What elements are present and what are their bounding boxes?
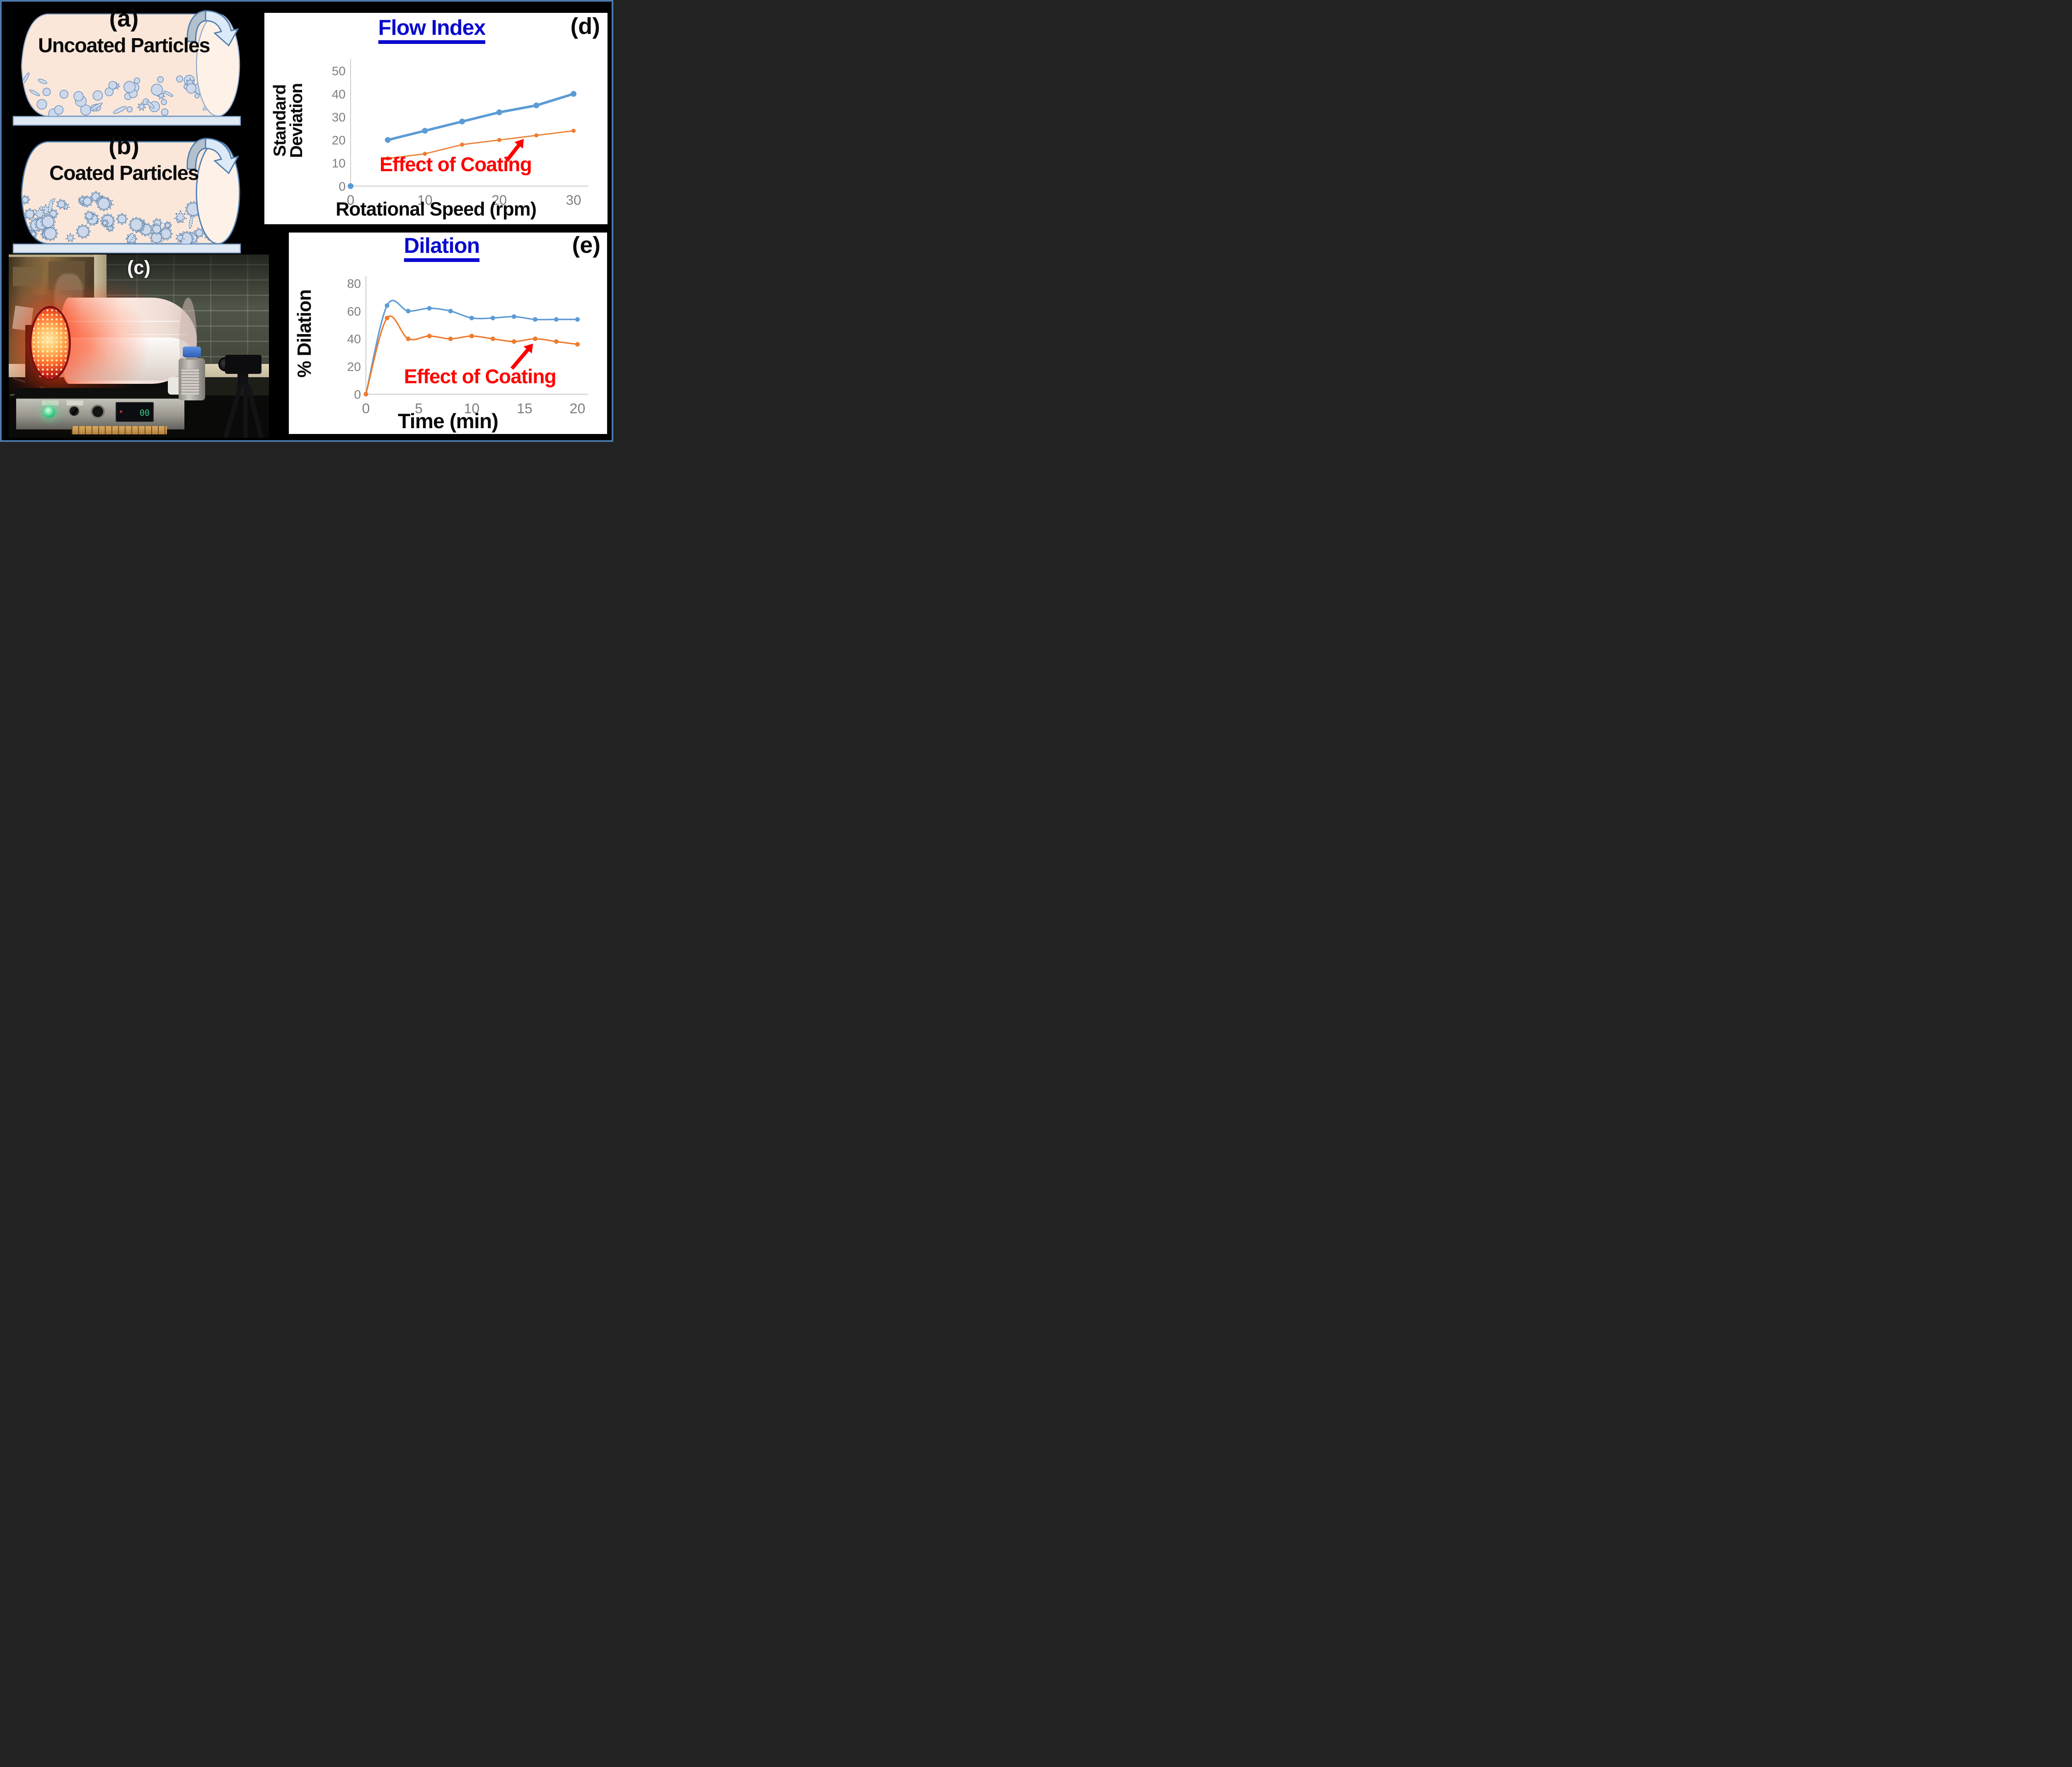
panel-c-label: (c) xyxy=(127,257,151,278)
panel-coated-drum: (b) Coated Particles xyxy=(7,133,241,255)
dilation-plot: 0 20 40 60 80 0 5 10 15 20 Effect of Coating xyxy=(347,276,588,413)
series-2 xyxy=(385,128,576,161)
svg-text:0: 0 xyxy=(347,192,354,206)
coated-drum-illustration xyxy=(12,138,241,254)
panel-photo-apparatus: 00 (c) xyxy=(9,255,269,438)
svg-text:0: 0 xyxy=(362,401,370,413)
led-lamp xyxy=(29,306,71,381)
reflected-box xyxy=(13,267,42,286)
flow-index-plot: 0 10 20 30 40 50 0 10 20 30 Effect of Coating xyxy=(332,59,588,206)
rotation-arrow-icon xyxy=(186,10,239,47)
svg-text:40: 40 xyxy=(347,332,361,346)
x-axis-title-dilation: Time (min) xyxy=(398,410,499,433)
figure: (a) Uncoated Particles (b) Coated Partic… xyxy=(0,0,613,442)
svg-text:0: 0 xyxy=(354,388,361,402)
button-plate xyxy=(67,400,83,405)
svg-text:15: 15 xyxy=(517,401,533,413)
uncoated-drum-illustration xyxy=(12,10,241,126)
svg-text:0: 0 xyxy=(339,180,346,194)
toggle-switch xyxy=(68,405,80,417)
series-1 xyxy=(363,315,580,397)
svg-text:20: 20 xyxy=(347,360,361,374)
drum-body xyxy=(21,13,219,117)
bottle-neck xyxy=(186,356,198,360)
panel-d-label: (d) xyxy=(570,13,600,39)
panel-dilation-chart: Dilation (e) % Dilation 0 20 40 60 80 0 5 10 15 2… xyxy=(289,233,607,434)
svg-text:20: 20 xyxy=(332,134,346,148)
svg-text:20: 20 xyxy=(491,192,507,206)
display-indicator-dot xyxy=(120,410,122,413)
svg-text:60: 60 xyxy=(347,305,361,318)
wooden-ruler xyxy=(72,426,167,434)
display-reading: 00 xyxy=(139,408,150,418)
annotation-text: Effect of Coating xyxy=(380,154,532,176)
svg-text:10: 10 xyxy=(332,157,346,170)
rotation-arrow-icon xyxy=(186,138,239,175)
panel-b-title: Coated Particles xyxy=(49,162,199,184)
panel-uncoated-drum: (a) Uncoated Particles xyxy=(7,6,241,127)
axes xyxy=(366,276,588,395)
speed-knob xyxy=(91,405,105,419)
panel-flow-index-chart: Flow Index (d) Standard Deviation 0 10 20 3… xyxy=(264,13,608,224)
svg-text:80: 80 xyxy=(347,277,361,291)
svg-text:5: 5 xyxy=(415,401,423,413)
button-plate xyxy=(42,400,58,405)
green-power-button xyxy=(44,406,55,418)
series-1 xyxy=(385,91,577,143)
drum-platform xyxy=(12,243,241,254)
powder-bottle xyxy=(179,358,205,400)
x-axis-title-flow-index: Rotational Speed (rpm) xyxy=(335,198,537,220)
annotation-text: Effect of Coating xyxy=(404,366,556,388)
series-0 xyxy=(348,183,353,189)
drum-platform xyxy=(12,116,241,126)
chart-title-flow-index: Flow Index xyxy=(318,17,545,44)
panel-e-label: (e) xyxy=(572,232,600,258)
svg-text:50: 50 xyxy=(332,65,346,78)
axes xyxy=(350,59,588,187)
annotation-arrow xyxy=(510,344,533,370)
camera-body xyxy=(225,355,261,374)
tick-labels: 0 10 20 30 40 50 0 10 20 30 xyxy=(332,65,581,206)
svg-text:40: 40 xyxy=(332,87,346,101)
panel-a-label: (a) xyxy=(109,5,139,32)
annotation-arrow xyxy=(505,138,524,162)
control-box-top xyxy=(15,388,190,399)
panel-a-title: Uncoated Particles xyxy=(38,34,211,57)
coated-particles-group xyxy=(22,191,218,244)
svg-text:30: 30 xyxy=(566,192,581,206)
svg-text:10: 10 xyxy=(417,192,433,206)
bottle-label xyxy=(182,369,199,395)
y-axis-title-flow-index: Standard Deviation xyxy=(270,83,306,158)
chart-title-dilation: Dilation xyxy=(334,235,549,262)
svg-text:30: 30 xyxy=(332,111,346,124)
bottle-cap xyxy=(183,347,201,357)
digital-display: 00 xyxy=(116,402,154,422)
svg-text:20: 20 xyxy=(570,401,586,413)
tick-labels: 0 20 40 60 80 0 5 10 15 20 xyxy=(347,277,586,413)
y-axis-title-dilation: % Dilation xyxy=(293,289,315,378)
svg-text:10: 10 xyxy=(464,401,479,413)
panel-b-label: (b) xyxy=(108,133,140,160)
drum-reflection-line xyxy=(121,334,188,335)
tripod-leg xyxy=(243,384,248,438)
